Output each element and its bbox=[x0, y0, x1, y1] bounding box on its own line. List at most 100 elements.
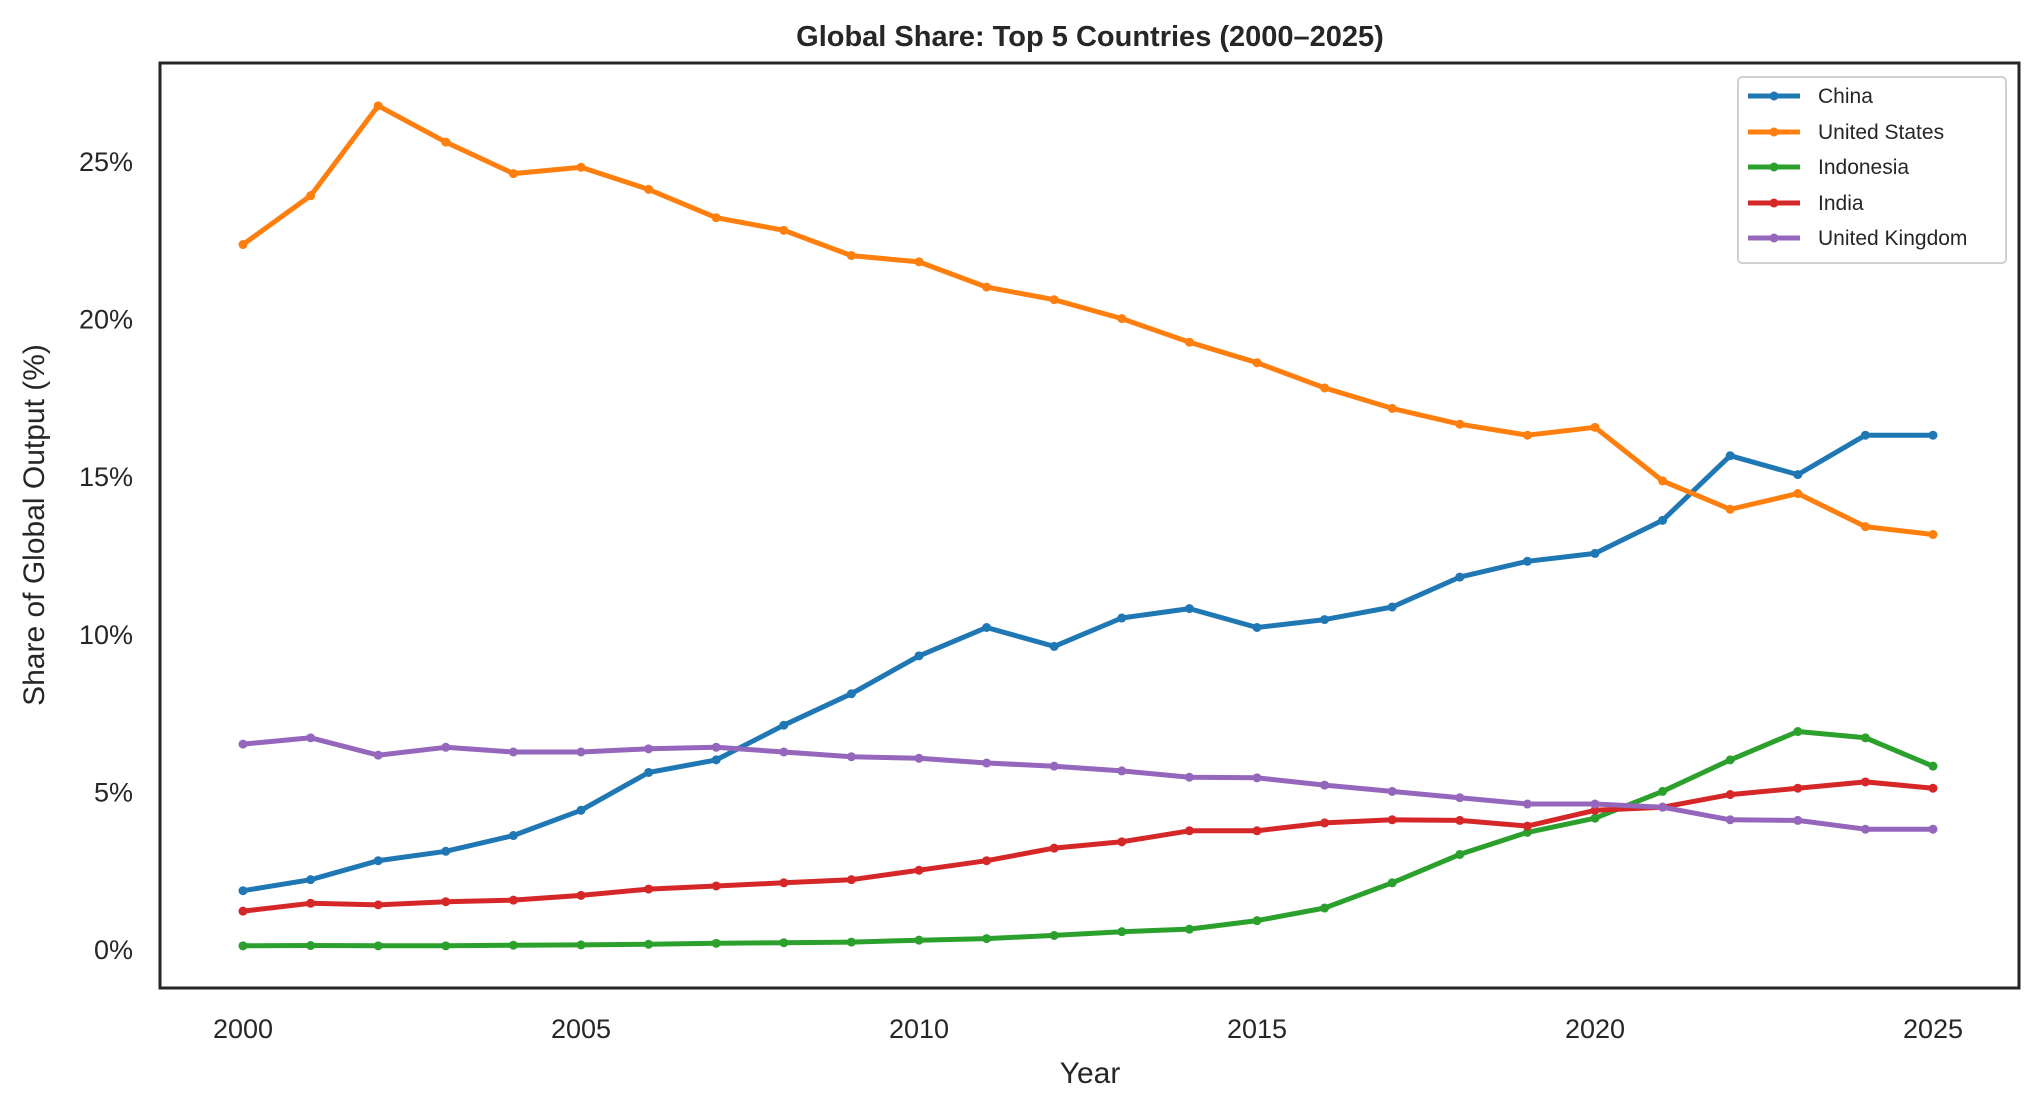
data-point-india-2024 bbox=[1860, 777, 1870, 787]
data-point-united-states-2008 bbox=[779, 225, 789, 235]
data-point-united-states-2001 bbox=[306, 191, 316, 201]
data-point-india-2022 bbox=[1725, 790, 1735, 800]
data-point-united-kingdom-2008 bbox=[779, 747, 789, 757]
x-tick-label: 2010 bbox=[889, 1014, 949, 1044]
data-point-united-kingdom-2023 bbox=[1793, 815, 1803, 825]
data-point-indonesia-2018 bbox=[1455, 849, 1465, 859]
data-point-indonesia-2020 bbox=[1590, 813, 1600, 823]
y-tick-label: 20% bbox=[79, 305, 133, 335]
data-point-china-2003 bbox=[441, 846, 451, 856]
x-tick-label: 2000 bbox=[213, 1014, 273, 1044]
chart-title: Global Share: Top 5 Countries (2000–2025… bbox=[796, 21, 1384, 53]
data-point-india-2001 bbox=[306, 898, 316, 908]
data-point-united-states-2024 bbox=[1860, 522, 1870, 532]
data-point-united-states-2020 bbox=[1590, 422, 1600, 432]
legend-label-indonesia: Indonesia bbox=[1818, 156, 1909, 179]
data-point-india-2016 bbox=[1320, 818, 1330, 828]
data-point-united-states-2025 bbox=[1928, 530, 1938, 540]
data-point-indonesia-2014 bbox=[1184, 924, 1194, 934]
data-point-indonesia-2024 bbox=[1860, 733, 1870, 743]
data-point-united-kingdom-2025 bbox=[1928, 824, 1938, 834]
data-point-india-2003 bbox=[441, 897, 451, 907]
data-point-indonesia-2025 bbox=[1928, 761, 1938, 771]
data-point-china-2005 bbox=[576, 805, 586, 815]
data-point-india-2012 bbox=[1049, 843, 1059, 853]
data-point-united-kingdom-2013 bbox=[1117, 766, 1127, 776]
data-point-china-2000 bbox=[238, 886, 248, 896]
data-point-indonesia-2017 bbox=[1387, 878, 1397, 888]
data-point-india-2018 bbox=[1455, 815, 1465, 825]
data-point-united-states-2019 bbox=[1522, 430, 1532, 440]
data-point-india-2005 bbox=[576, 890, 586, 900]
x-tick-label: 2025 bbox=[1903, 1014, 1963, 1044]
data-point-united-kingdom-2015 bbox=[1252, 773, 1262, 783]
data-point-united-states-2013 bbox=[1117, 314, 1127, 324]
plot-frame bbox=[158, 61, 2021, 990]
data-point-united-kingdom-2004 bbox=[508, 747, 518, 757]
y-axis: 0% 5% 10% 15% 20% 25% bbox=[79, 147, 133, 965]
legend-label-china: China bbox=[1818, 85, 1873, 108]
data-point-india-2013 bbox=[1117, 837, 1127, 847]
data-point-indonesia-2005 bbox=[576, 940, 586, 950]
data-point-china-2018 bbox=[1455, 572, 1465, 582]
data-point-united-kingdom-2024 bbox=[1860, 824, 1870, 834]
legend-box bbox=[1737, 76, 2007, 264]
data-point-china-2004 bbox=[508, 831, 518, 841]
data-point-indonesia-2012 bbox=[1049, 930, 1059, 940]
data-point-india-2014 bbox=[1184, 826, 1194, 836]
data-point-indonesia-2008 bbox=[779, 938, 789, 948]
data-point-china-2015 bbox=[1252, 622, 1262, 632]
data-point-united-states-2023 bbox=[1793, 489, 1803, 499]
x-axis: 2000 2005 2010 2015 2020 2025 bbox=[213, 1014, 1963, 1044]
data-point-india-2006 bbox=[644, 884, 654, 894]
data-point-india-2025 bbox=[1928, 783, 1938, 793]
data-point-united-states-2007 bbox=[711, 213, 721, 223]
data-point-indonesia-2002 bbox=[373, 941, 383, 951]
data-point-china-2008 bbox=[779, 720, 789, 730]
data-point-indonesia-2006 bbox=[644, 939, 654, 949]
y-tick-label: 10% bbox=[79, 620, 133, 650]
data-point-united-kingdom-2002 bbox=[373, 750, 383, 760]
data-point-united-kingdom-2010 bbox=[914, 753, 924, 763]
data-point-india-2010 bbox=[914, 865, 924, 875]
data-point-united-kingdom-2014 bbox=[1184, 772, 1194, 782]
data-point-united-kingdom-2011 bbox=[982, 758, 992, 768]
data-point-united-states-2003 bbox=[441, 137, 451, 147]
data-point-india-2002 bbox=[373, 900, 383, 910]
data-point-india-2023 bbox=[1793, 783, 1803, 793]
data-point-united-states-2022 bbox=[1725, 504, 1735, 514]
series-line-india bbox=[242, 779, 1934, 914]
data-point-indonesia-2000 bbox=[238, 941, 248, 951]
data-point-united-states-2004 bbox=[508, 169, 518, 179]
data-point-united-kingdom-2012 bbox=[1049, 761, 1059, 771]
data-point-india-2017 bbox=[1387, 815, 1397, 825]
y-tick-label: 0% bbox=[94, 935, 133, 965]
data-point-china-2017 bbox=[1387, 602, 1397, 612]
data-point-united-kingdom-2003 bbox=[441, 742, 451, 752]
data-point-united-states-2000 bbox=[238, 240, 248, 250]
data-point-india-2020 bbox=[1590, 805, 1600, 815]
legend-marker-china bbox=[1769, 91, 1779, 101]
data-point-india-2015 bbox=[1252, 826, 1262, 836]
data-point-india-2011 bbox=[982, 856, 992, 866]
data-point-united-kingdom-2009 bbox=[846, 752, 856, 762]
data-point-indonesia-2023 bbox=[1793, 727, 1803, 737]
data-point-united-kingdom-2000 bbox=[238, 739, 248, 749]
series-line-indonesia bbox=[242, 729, 1934, 949]
series-line-united-states bbox=[241, 103, 1934, 537]
data-point-china-2025 bbox=[1928, 430, 1938, 440]
data-point-china-2020 bbox=[1590, 548, 1600, 558]
data-point-united-kingdom-2021 bbox=[1658, 802, 1668, 812]
data-point-united-states-2021 bbox=[1658, 476, 1668, 486]
data-point-china-2011 bbox=[982, 622, 992, 632]
series-line-china bbox=[242, 432, 1933, 894]
data-point-indonesia-2004 bbox=[508, 940, 518, 950]
y-tick-label: 15% bbox=[79, 462, 133, 492]
data-point-china-2023 bbox=[1793, 470, 1803, 480]
data-point-united-states-2018 bbox=[1455, 419, 1465, 429]
data-point-united-kingdom-2017 bbox=[1387, 786, 1397, 796]
data-point-indonesia-2010 bbox=[914, 935, 924, 945]
data-point-china-2024 bbox=[1860, 430, 1870, 440]
data-point-india-2000 bbox=[238, 906, 248, 916]
